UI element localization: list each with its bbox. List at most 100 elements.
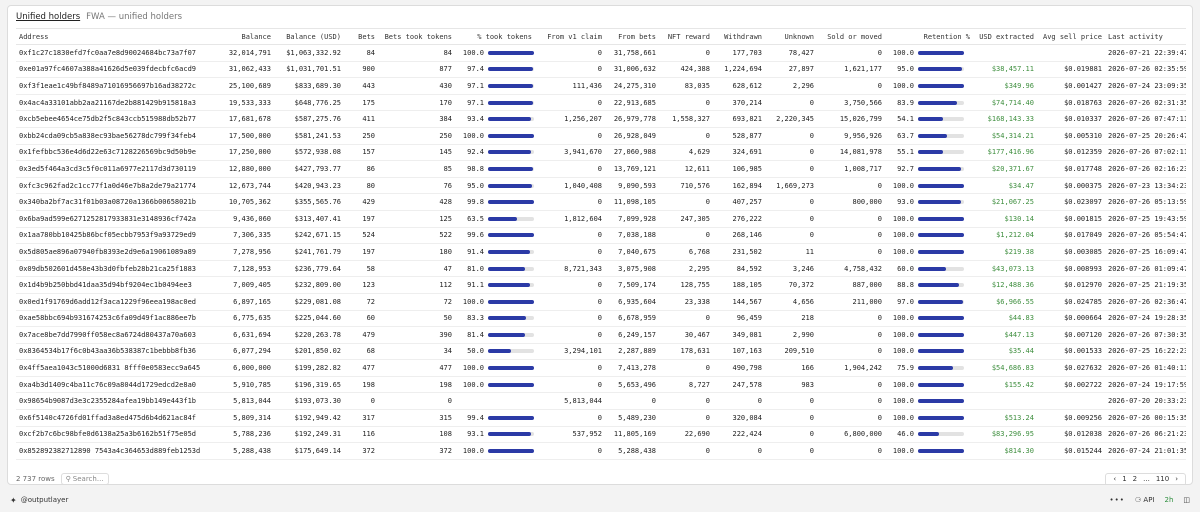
withdrawn-cell: 177,703 <box>713 44 765 62</box>
bar-fill <box>918 133 948 138</box>
page-next-button[interactable]: › <box>1175 475 1178 483</box>
outputlayer-logo-icon: ✦ <box>10 495 17 505</box>
address-cell[interactable]: 0xcf2b7c6bc98bfe0d6138a25a3b6162b51f75e0… <box>16 426 212 444</box>
last-cell: 2026-07-26 02:31:35 <box>1105 94 1186 112</box>
address-cell[interactable]: 0x7ace8be7dd7990ff058ec8a6724d80437a70a6… <box>16 326 212 344</box>
address-cell[interactable]: 0x09db502601d458e43b3d0fbfeb28b21ca25f18… <box>16 260 212 278</box>
address-cell[interactable]: 0x5d805ae896a07940fb8393e2d9e6a19061089a… <box>16 243 212 261</box>
table-row[interactable]: 0x1d4b9b250bbd41daa35d94bf9204ec1b0494ee… <box>16 276 1186 294</box>
tab-unified-holders[interactable]: Unified holders <box>16 12 81 22</box>
address-cell[interactable]: 0x340ba2bf7ac31f01b03a08720a1366b0065802… <box>16 193 212 211</box>
table-row[interactable]: 0xf1c27c1830efd7fc0aa7e8d90024684bc73a7f… <box>16 44 1186 62</box>
address-cell[interactable]: 0xa4b3d1409c4ba11c76c09a8044d1729edcd2e8… <box>16 376 212 394</box>
table-row[interactable]: 0x852892382712890 7543a4c364653d889feb12… <box>16 442 1186 460</box>
usd-ext-cell: $130.14 <box>973 210 1037 228</box>
address-cell[interactable]: 0x4ac4a33101abb2aa21167de2b881429b915818… <box>16 94 212 112</box>
column-header[interactable]: From bets <box>605 28 659 45</box>
sold-cell: 15,026,799 <box>817 110 885 128</box>
took-cell: 384 <box>378 110 455 128</box>
address-cell[interactable]: 0x8364534b17f6c0b43aa36b538387c1bebbb8fb… <box>16 343 212 361</box>
column-header[interactable]: Retention % <box>885 28 973 45</box>
column-header[interactable]: % took tokens <box>455 28 535 45</box>
balance-cell: 6,897,165 <box>212 293 274 311</box>
column-header[interactable]: USD extracted <box>973 28 1037 45</box>
table-row[interactable]: 0xf3f1eae1c49bf8489a71016956697b16ad3827… <box>16 77 1186 95</box>
address-cell[interactable]: 0x98654b9087d3e3c2355284afea19bb149e443f… <box>16 392 212 411</box>
table-row[interactable]: 0x7ace8be7dd7990ff058ec8a6724d80437a70a6… <box>16 326 1186 344</box>
search-input[interactable]: ⚲ Search... <box>60 473 109 484</box>
table-row[interactable]: 0x0ed1f91769d6add12f3aca1229f96eea198ac0… <box>16 293 1186 311</box>
column-header[interactable]: Sold or moved <box>817 28 885 45</box>
last-cell: 2026-07-24 19:17:59 <box>1105 376 1186 394</box>
page-1-button[interactable]: 1 <box>1122 475 1127 483</box>
address-cell[interactable]: 0xfc3c962fad2c1cc77f1a0d46e7b8a2de79a217… <box>16 177 212 195</box>
column-header[interactable]: Unknown <box>765 28 817 45</box>
address-cell[interactable]: 0xe01a97fc4607a388a41626d5e039fdecbfc6ac… <box>16 61 212 79</box>
column-header[interactable]: NFT reward <box>659 28 713 45</box>
bar-fill <box>488 266 526 271</box>
address-cell[interactable]: 0x0ed1f91769d6add12f3aca1229f96eea198ac0… <box>16 293 212 311</box>
table-row[interactable]: 0x98654b9087d3e3c2355284afea19bb149e443f… <box>16 392 1186 411</box>
column-header[interactable]: Avg sell price <box>1037 28 1105 45</box>
address-cell[interactable]: 0xf3f1eae1c49bf8489a71016956697b16ad3827… <box>16 77 212 95</box>
usd-cell: $420,943.23 <box>274 177 344 195</box>
usd-cell: $220,263.78 <box>274 326 344 344</box>
column-header[interactable]: From v1 claim <box>535 28 605 45</box>
address-cell[interactable]: 0xbb24cda09cb5a838ec93bae56278dc799f34fe… <box>16 127 212 145</box>
address-cell[interactable]: 0xcb5ebee4654ce75db2f5c843ccb515988db52b… <box>16 110 212 128</box>
table-row[interactable]: 0xcf2b7c6bc98bfe0d6138a25a3b6162b51f75e0… <box>16 426 1186 444</box>
table-row[interactable]: 0xae58bbc694b931674253c6fa09d49f1ac886ee… <box>16 310 1186 328</box>
usd-cell: $572,938.08 <box>274 144 344 162</box>
table-row[interactable]: 0x09db502601d458e43b3d0fbfeb28b21ca25f18… <box>16 260 1186 278</box>
last-cell: 2026-07-26 00:15:35 <box>1105 409 1186 427</box>
unknown-cell: 2,990 <box>765 326 817 344</box>
column-header[interactable]: Address <box>16 28 212 45</box>
address-cell[interactable]: 0x6f5140c4726fd01ffad3a8ed475d6b4d621ac8… <box>16 409 212 427</box>
took-pct-value: 100.0 <box>462 380 484 389</box>
table-row[interactable]: 0x1aa780bb10425b86bcf05ecbb7953f9a93729e… <box>16 227 1186 245</box>
chat-icon[interactable]: ◫ <box>1183 496 1190 504</box>
table-row[interactable]: 0x4ff5aea1043c51000d6831 8fff0e0583ecc9a… <box>16 359 1186 377</box>
address-cell[interactable]: 0x1d4b9b250bbd41daa35d94bf9204ec1b0494ee… <box>16 276 212 294</box>
address-cell[interactable]: 0x1aa780bb10425b86bcf05ecbb7953f9a93729e… <box>16 227 212 245</box>
table-row[interactable]: 0x4ac4a33101abb2aa21167de2b881429b915818… <box>16 94 1186 112</box>
column-header[interactable]: Balance (USD) <box>274 28 344 45</box>
column-header[interactable]: Bets took tokens <box>378 28 455 45</box>
page-prev-button[interactable]: ‹ <box>1113 475 1117 483</box>
table-row[interactable]: 0x1fefbbc536e4d6d22e63c7128226569bc9d50b… <box>16 144 1186 162</box>
address-cell[interactable]: 0x3ed5f464a3cd3c5f0c011a6977e2117d3d7301… <box>16 160 212 178</box>
last-cell: 2026-07-26 02:35:59 <box>1105 61 1186 79</box>
bar-fill <box>488 150 531 155</box>
api-link[interactable]: ⚆ API <box>1135 496 1155 504</box>
table-row[interactable]: 0xbb24cda09cb5a838ec93bae56278dc799f34fe… <box>16 127 1186 145</box>
table-row[interactable]: 0x8364534b17f6c0b43aa36b538387c1bebbb8fb… <box>16 343 1186 361</box>
took-cell: 85 <box>378 160 455 178</box>
took-pct-bar <box>488 133 534 138</box>
address-cell[interactable]: 0x4ff5aea1043c51000d6831 8fff0e0583ecc9a… <box>16 359 212 377</box>
retention-value: 100.0 <box>892 397 914 406</box>
user-handle[interactable]: @outputlayer <box>20 496 69 504</box>
table-row[interactable]: 0x6f5140c4726fd01ffad3a8ed475d6b4d621ac8… <box>16 409 1186 427</box>
column-header[interactable]: Bets <box>344 28 378 45</box>
column-header[interactable]: Last activity <box>1105 28 1186 45</box>
took-pct-value: 99.8 <box>467 198 484 207</box>
table-row[interactable]: 0xfc3c962fad2c1cc77f1a0d46e7b8a2de79a217… <box>16 177 1186 195</box>
table-row[interactable]: 0xe01a97fc4607a388a41626d5e039fdecbfc6ac… <box>16 61 1186 79</box>
took-pct-bar <box>488 266 534 271</box>
address-cell[interactable]: 0x852892382712890 7543a4c364653d889feb12… <box>16 442 212 460</box>
table-row[interactable]: 0xa4b3d1409c4ba11c76c09a8044d1729edcd2e8… <box>16 376 1186 394</box>
column-header[interactable]: Withdrawn <box>713 28 765 45</box>
page-2-button[interactable]: 2 <box>1132 475 1138 483</box>
table-row[interactable]: 0x340ba2bf7ac31f01b03a08720a1366b0065802… <box>16 193 1186 211</box>
address-cell[interactable]: 0x6ba9ad599e6271252817933831e3148936cf74… <box>16 210 212 228</box>
table-row[interactable]: 0x5d805ae896a07940fb8393e2d9e6a19061089a… <box>16 243 1186 261</box>
more-menu-button[interactable]: ••• <box>1109 496 1125 504</box>
page-last-button[interactable]: 110 <box>1155 475 1170 483</box>
table-row[interactable]: 0x6ba9ad599e6271252817933831e3148936cf74… <box>16 210 1186 228</box>
column-header[interactable]: Balance <box>212 28 274 45</box>
address-cell[interactable]: 0xae58bbc694b931674253c6fa09d49f1ac886ee… <box>16 310 212 328</box>
table-row[interactable]: 0x3ed5f464a3cd3c5f0c011a6977e2117d3d7301… <box>16 160 1186 178</box>
address-cell[interactable]: 0xf1c27c1830efd7fc0aa7e8d90024684bc73a7f… <box>16 44 212 62</box>
address-cell[interactable]: 0x1fefbbc536e4d6d22e63c7128226569bc9d50b… <box>16 144 212 162</box>
table-row[interactable]: 0xcb5ebee4654ce75db2f5c843ccb515988db52b… <box>16 110 1186 128</box>
